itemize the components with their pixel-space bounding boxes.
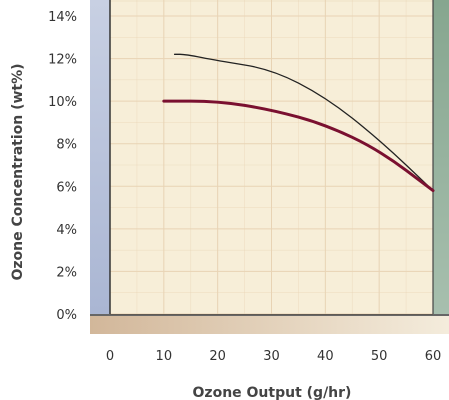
- x-tick-label: 60: [425, 349, 442, 364]
- y-tick-label: 2%: [56, 265, 77, 280]
- y-tick-label: 0%: [56, 308, 77, 323]
- y-tick-label: 8%: [56, 138, 77, 153]
- x-tick-label: 40: [317, 349, 334, 364]
- x-tick-label: 30: [263, 349, 280, 364]
- x-tick-label: 20: [209, 349, 226, 364]
- y-tick-label: 4%: [56, 223, 77, 238]
- x-tick-label: 10: [156, 349, 173, 364]
- y-tick-labels: 0% 2% 4% 6% 8% 10% 12% 14%: [48, 10, 77, 323]
- series-line-2: [162, 99, 435, 193]
- y-tick-label: 10%: [48, 95, 77, 110]
- series-layer: [162, 53, 435, 193]
- x-tick-labels: 0 10 20 30 40 50 60: [106, 349, 441, 364]
- right-band: [433, 0, 449, 314]
- series-line-1: [173, 53, 434, 192]
- x-axis-title: Ozone Output (g/hr): [193, 385, 352, 400]
- x-tick-label: 50: [371, 349, 388, 364]
- gridlines: [109, 0, 434, 315]
- left-band: [90, 0, 110, 314]
- y-axis-title: Ozone Concentration (wt%): [10, 63, 26, 280]
- y-tick-label: 12%: [48, 53, 77, 68]
- bottom-band: [90, 316, 449, 334]
- x-tick-label: 0: [106, 349, 114, 364]
- y-tick-label: 14%: [48, 10, 77, 25]
- y-tick-label: 6%: [56, 180, 77, 195]
